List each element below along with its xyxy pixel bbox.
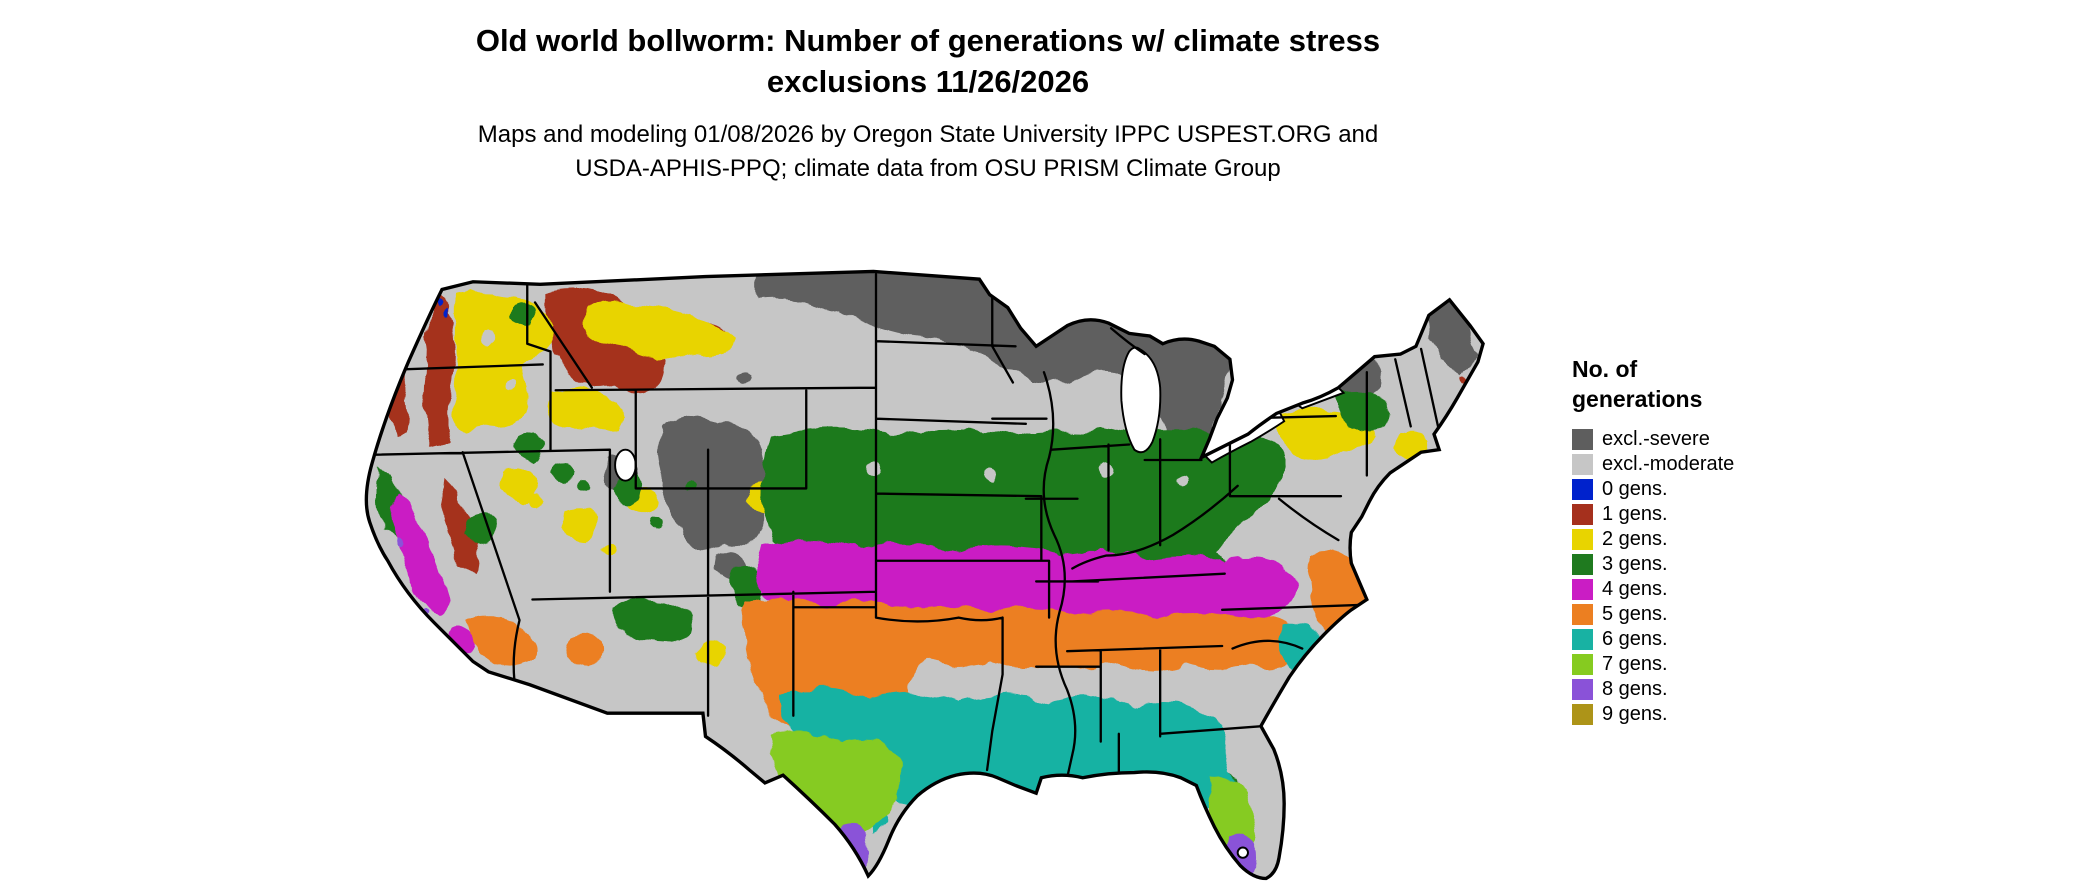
legend-item-label: excl.-severe bbox=[1602, 428, 1710, 450]
legend-item-label: 6 gens. bbox=[1602, 628, 1668, 650]
legend-swatch bbox=[1572, 604, 1593, 625]
legend-swatch bbox=[1572, 554, 1593, 575]
legend-item: 8 gens. bbox=[1572, 677, 1842, 702]
legend-swatch bbox=[1572, 629, 1593, 650]
legend-item: excl.-severe bbox=[1572, 427, 1842, 452]
legend-item: 0 gens. bbox=[1572, 477, 1842, 502]
legend-title-line1: No. of bbox=[1572, 356, 1638, 382]
legend-swatch bbox=[1572, 529, 1593, 550]
legend: No. of generations excl.-severe excl.-mod… bbox=[1572, 354, 1842, 727]
legend-swatch bbox=[1572, 479, 1593, 500]
legend-item: 3 gens. bbox=[1572, 552, 1842, 577]
legend-swatch bbox=[1572, 454, 1593, 475]
legend-item-label: excl.-moderate bbox=[1602, 453, 1735, 475]
map-subtitle-line2: USDA-APHIS-PPQ; climate data from OSU PR… bbox=[575, 155, 1281, 182]
map-title-line2: exclusions 11/26/2026 bbox=[766, 64, 1090, 99]
great-salt-lake bbox=[614, 448, 637, 482]
us-map bbox=[318, 222, 1558, 884]
state-borders bbox=[368, 272, 1441, 779]
legend-title-line2: generations bbox=[1572, 386, 1703, 412]
legend-items: excl.-severe excl.-moderate 0 gens. 1 gens.… bbox=[1572, 427, 1842, 727]
legend-item-label: 9 gens. bbox=[1602, 703, 1668, 725]
legend-item-label: 1 gens. bbox=[1602, 503, 1668, 525]
legend-swatch bbox=[1572, 679, 1593, 700]
subtitle-block: Maps and modeling 01/08/2026 by Oregon S… bbox=[0, 118, 1856, 186]
legend-swatch bbox=[1572, 704, 1593, 725]
lake-michigan bbox=[1120, 346, 1162, 454]
legend-item-label: 2 gens. bbox=[1602, 528, 1668, 550]
map-subtitle-line1: Maps and modeling 01/08/2026 by Oregon S… bbox=[477, 121, 1379, 148]
raster-regions bbox=[366, 271, 1484, 879]
legend-item-label: 5 gens. bbox=[1602, 603, 1668, 625]
legend-item: excl.-moderate bbox=[1572, 452, 1842, 477]
legend-item: 5 gens. bbox=[1572, 602, 1842, 627]
legend-swatch bbox=[1572, 429, 1593, 450]
legend-item: 9 gens. bbox=[1572, 702, 1842, 727]
legend-swatch bbox=[1572, 504, 1593, 525]
legend-item-label: 3 gens. bbox=[1602, 553, 1668, 575]
legend-item: 7 gens. bbox=[1572, 652, 1842, 677]
map-title-line1: Old world bollworm: Number of generation… bbox=[475, 23, 1381, 58]
legend-item: 6 gens. bbox=[1572, 627, 1842, 652]
legend-item: 1 gens. bbox=[1572, 502, 1842, 527]
legend-item: 2 gens. bbox=[1572, 527, 1842, 552]
legend-item: 4 gens. bbox=[1572, 577, 1842, 602]
legend-item-label: 0 gens. bbox=[1602, 478, 1668, 500]
legend-swatch bbox=[1572, 654, 1593, 675]
title-block: Old world bollworm: Number of generation… bbox=[0, 20, 1856, 186]
legend-swatch bbox=[1572, 579, 1593, 600]
legend-item-label: 4 gens. bbox=[1602, 578, 1668, 600]
legend-item-label: 8 gens. bbox=[1602, 678, 1668, 700]
legend-item-label: 7 gens. bbox=[1602, 653, 1668, 675]
lake-okeechobee bbox=[1236, 846, 1249, 859]
